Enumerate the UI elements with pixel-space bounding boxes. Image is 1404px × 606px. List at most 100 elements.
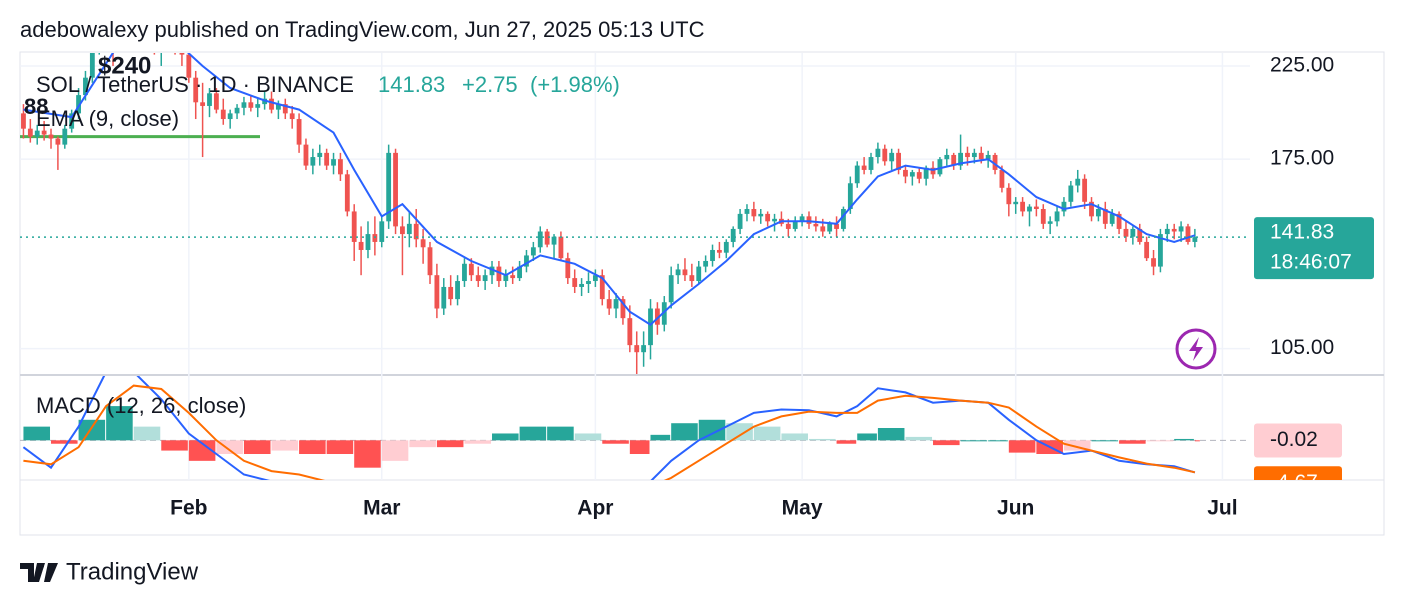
- x-tick-label: Apr: [577, 497, 613, 520]
- candle-body: [1040, 209, 1046, 224]
- candle-body: [1158, 234, 1163, 267]
- candle-body: [654, 308, 660, 325]
- last-price-box: [1254, 217, 1374, 280]
- logo-dot[interactable]: [38, 563, 44, 569]
- candle-body: [503, 275, 509, 282]
- candle-body: [1082, 178, 1088, 202]
- candle-body: [400, 226, 405, 235]
- macd-histogram-bar: [381, 440, 409, 461]
- candle-body: [34, 130, 40, 137]
- candle-body: [248, 102, 254, 108]
- x-tick-label: Mar: [363, 497, 400, 520]
- candle-body: [406, 223, 412, 235]
- macd-histogram-bar: [629, 440, 650, 454]
- macd-histogram-bar: [299, 440, 326, 454]
- candle-body: [861, 165, 867, 170]
- candle-body: [441, 286, 447, 309]
- candle-body: [772, 218, 777, 222]
- macd-histogram-bar: [133, 426, 161, 441]
- candle-body: [1192, 237, 1198, 242]
- candle-body: [1109, 213, 1115, 224]
- candle-body: [544, 231, 550, 245]
- icon-bolt[interactable]: [1189, 337, 1203, 361]
- candle-body: [27, 128, 33, 137]
- candle-body: [868, 157, 874, 170]
- candle-body: [420, 239, 426, 248]
- macd-hist-box: [1254, 423, 1342, 458]
- frame: [19, 51, 1385, 536]
- y-tick-label: 175.00: [1270, 147, 1334, 170]
- candle-body: [1095, 209, 1101, 217]
- macd-line: [22, 376, 1196, 480]
- macd-histogram-bar: [650, 434, 671, 441]
- candle-body: [179, 53, 185, 55]
- countdown: 18:46:07: [1270, 251, 1352, 274]
- brand-name[interactable]: TradingView: [66, 558, 199, 585]
- candle-body: [193, 77, 199, 103]
- macd-signal-label: -4.67: [1270, 471, 1318, 494]
- macd-histogram-bar: [1008, 440, 1036, 453]
- candle-body: [537, 231, 543, 248]
- macd-histogram-bar: [243, 440, 271, 454]
- candle-body: [889, 152, 895, 162]
- candle-body: [785, 223, 791, 229]
- macd-histogram-bar: [1174, 438, 1194, 441]
- candle-body: [358, 241, 364, 250]
- candle-body: [186, 54, 192, 78]
- candle-body: [648, 308, 653, 346]
- candle-body: [827, 223, 833, 232]
- candle-body: [958, 152, 963, 166]
- candle-body: [310, 157, 316, 166]
- candle-body: [744, 209, 750, 214]
- legend: SOL / TetherUS · 1D · BINANCE 141.83 +2.…: [24, 52, 620, 417]
- candle-body: [21, 113, 26, 129]
- logo[interactable]: [20, 563, 58, 582]
- candle-body: [220, 109, 226, 120]
- candle-body: [1089, 201, 1094, 217]
- macd-histogram-bar: [547, 426, 574, 441]
- icon-ring[interactable]: [1175, 328, 1217, 370]
- candle-body: [634, 345, 640, 353]
- macd-histogram-bar: [933, 440, 960, 446]
- candle-body: [89, 53, 95, 78]
- macd-histogram-bar: [492, 433, 519, 441]
- candle-body: [1033, 206, 1039, 210]
- candle-body: [1130, 228, 1136, 237]
- candle-body: [875, 148, 881, 158]
- candle-body: [572, 278, 578, 287]
- candle-body: [558, 236, 564, 259]
- candle-body: [565, 258, 571, 279]
- macd-histogram-bar: [960, 440, 988, 442]
- macd-histogram-bar: [519, 426, 547, 441]
- candle-body: [710, 249, 715, 261]
- candle-body: [344, 174, 350, 212]
- alert-icon[interactable]: [1175, 328, 1217, 370]
- candle-body: [448, 286, 454, 300]
- candle-body: [999, 169, 1005, 188]
- candle-body: [496, 266, 502, 282]
- candle-body: [599, 275, 605, 300]
- macd-histogram-bar: [464, 440, 492, 444]
- candle-body: [579, 283, 585, 287]
- price-pane: [20, 53, 1250, 374]
- candle-body: [434, 275, 440, 309]
- x-tick-label: Jun: [997, 497, 1034, 520]
- candle-body: [331, 159, 336, 166]
- macd-label: MACD (12, 26, close): [36, 393, 246, 418]
- candle-body: [372, 234, 378, 242]
- candle-body: [854, 165, 860, 184]
- candle-body: [282, 104, 288, 114]
- macd-histogram-bar: [1063, 440, 1091, 451]
- macd-histogram-bar: [671, 423, 698, 441]
- candle-body: [903, 169, 908, 177]
- brand[interactable]: TradingView: [20, 558, 199, 585]
- candle-body: [841, 209, 846, 229]
- macd-histogram-bar: [857, 433, 877, 441]
- candle-body: [227, 113, 233, 120]
- candle-body: [200, 102, 206, 106]
- candle-body: [83, 77, 88, 96]
- candle-body: [1185, 226, 1191, 242]
- candle-body: [1020, 201, 1026, 212]
- candle-body: [551, 236, 557, 245]
